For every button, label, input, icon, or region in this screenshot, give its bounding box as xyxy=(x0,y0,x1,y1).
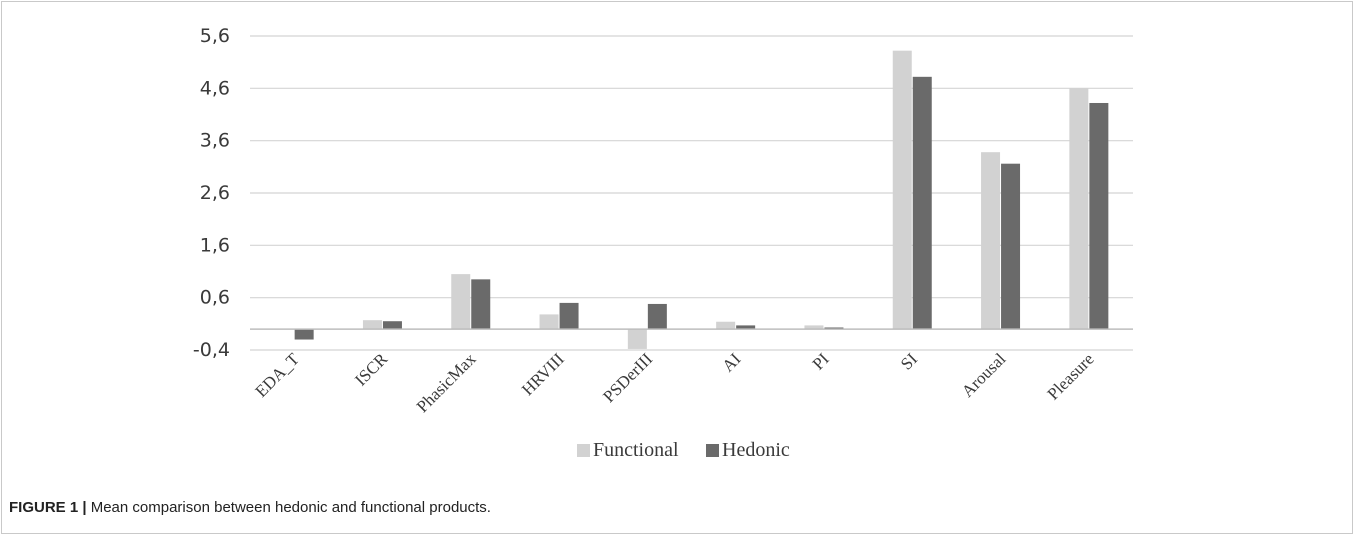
bar-hedonic-pleasure xyxy=(1089,102,1109,330)
x-axis-category-labels: EDA_T ISCR PhasicMax HRVIII PSDerIII AI PI SI Ar… xyxy=(251,349,1097,416)
bar-functional-iscr xyxy=(362,320,382,330)
y-tick-label: 5,6 xyxy=(200,25,230,47)
bar-functional-si xyxy=(892,50,912,330)
x-tick-label: Pleasure xyxy=(1044,349,1098,403)
bars xyxy=(294,50,1109,349)
x-tick-label: EDA_T xyxy=(251,349,303,401)
bar-functional-psderiii xyxy=(627,329,647,349)
legend-swatch-functional xyxy=(577,444,590,457)
legend-label-hedonic: Hedonic xyxy=(722,439,790,461)
y-tick-label: 0,6 xyxy=(200,287,230,309)
y-tick-label: 3,6 xyxy=(200,130,230,152)
legend: Functional Hedonic xyxy=(577,439,790,461)
x-tick-label: PSDerIII xyxy=(599,349,656,406)
bar-functional-hrviii xyxy=(539,314,559,330)
bar-hedonic-hrviii xyxy=(559,302,579,330)
legend-swatch-hedonic xyxy=(706,444,719,457)
y-tick-label: 1,6 xyxy=(200,234,230,256)
y-tick-label: 4,6 xyxy=(200,77,230,99)
figure-caption-text: Mean comparison between hedonic and func… xyxy=(90,499,491,516)
y-tick-label: 2,6 xyxy=(200,182,230,204)
bar-hedonic-pi xyxy=(824,327,844,330)
figure-caption: FIGURE 1 | Mean comparison between hedon… xyxy=(9,499,491,516)
y-tick-label: -0,4 xyxy=(193,339,230,361)
bar-functional-pleasure xyxy=(1069,88,1089,330)
bar-functional-arousal xyxy=(981,152,1001,330)
bar-hedonic-iscr xyxy=(382,321,402,330)
bar-hedonic-psderiii xyxy=(647,303,667,330)
x-tick-label: SI xyxy=(897,349,921,373)
bar-hedonic-si xyxy=(912,76,932,330)
bar-hedonic-ai xyxy=(736,325,756,330)
gridlines xyxy=(250,35,1133,351)
x-tick-label: PhasicMax xyxy=(413,349,480,416)
x-tick-label: PI xyxy=(809,349,833,373)
y-axis-ticks: 5,6 4,6 3,6 2,6 1,6 0,6 -0,4 xyxy=(193,25,230,361)
legend-label-functional: Functional xyxy=(593,439,679,461)
bar-functional-ai xyxy=(716,321,736,330)
bar-functional-phasicmax xyxy=(451,274,471,330)
x-tick-label: Arousal xyxy=(958,349,1010,401)
x-tick-label: AI xyxy=(718,349,744,375)
bar-hedonic-eda_t xyxy=(294,329,314,340)
figure-caption-label: FIGURE 1 | xyxy=(9,499,87,516)
bar-hedonic-phasicmax xyxy=(471,279,491,330)
bar-hedonic-arousal xyxy=(1001,163,1021,330)
bar-functional-pi xyxy=(804,325,824,330)
x-tick-label: HRVIII xyxy=(518,349,568,399)
x-tick-label: ISCR xyxy=(351,349,392,390)
